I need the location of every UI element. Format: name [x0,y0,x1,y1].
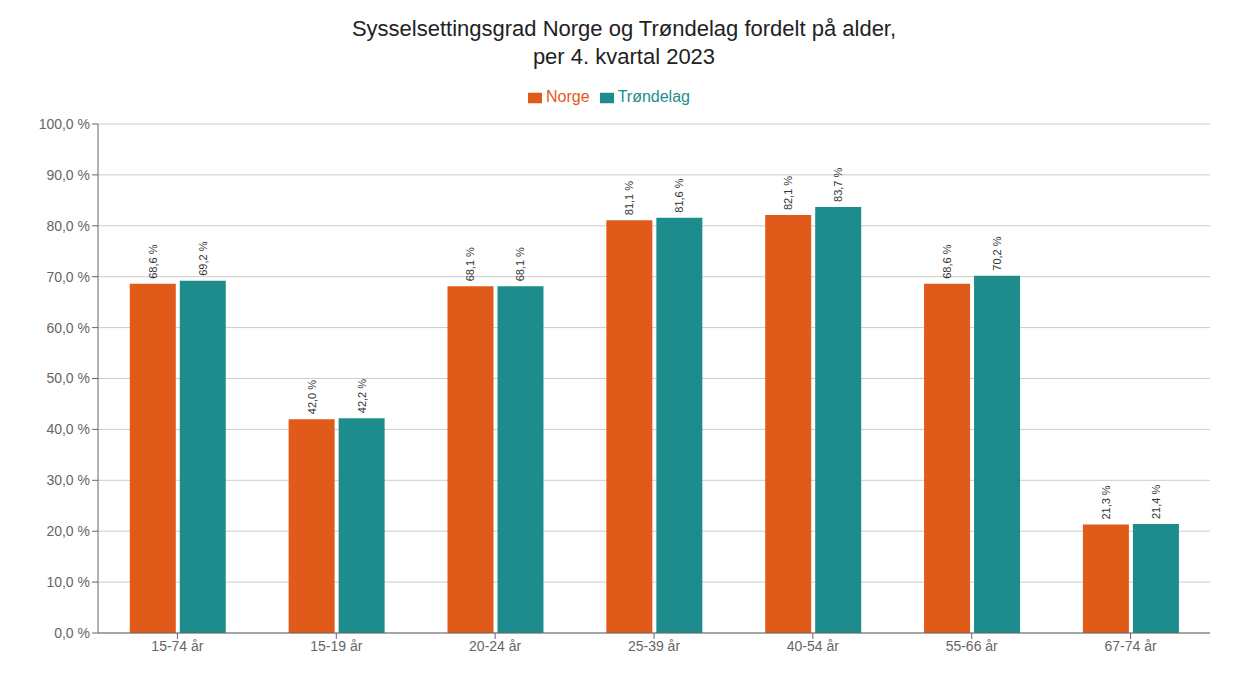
svg-text:20,0 %: 20,0 % [46,523,90,539]
svg-text:90,0 %: 90,0 % [46,167,90,183]
svg-text:68,6 %: 68,6 % [147,244,159,278]
svg-text:25-39 år: 25-39 år [628,638,680,654]
svg-text:67-74 år: 67-74 år [1104,638,1156,654]
html-text:Trøndelag: Trøndelag [617,88,690,105]
svg-text:60,0 %: 60,0 % [46,320,90,336]
svg-text:100,0 %: 100,0 % [39,116,90,132]
svg-text:68,1 %: 68,1 % [514,247,526,281]
html-text:per 4. kvartal 2023: per 4. kvartal 2023 [532,44,716,69]
svg-text:40,0 %: 40,0 % [46,421,90,437]
svg-text:83,7 %: 83,7 % [832,168,844,202]
svg-text:42,0 %: 42,0 % [306,380,318,414]
svg-text:42,2 %: 42,2 % [356,379,368,413]
svg-text:70,2 %: 70,2 % [991,236,1003,270]
svg-text:68,6 %: 68,6 % [941,244,953,278]
svg-text:70,0 %: 70,0 % [46,269,90,285]
svg-text:21,3 %: 21,3 % [1100,485,1112,519]
html-text:Norge: Norge [546,88,590,105]
svg-text:0,0 %: 0,0 % [54,625,90,641]
svg-text:55-66 år: 55-66 år [946,638,998,654]
svg-text:10,0 %: 10,0 % [46,574,90,590]
svg-text:15-74 år: 15-74 år [151,638,203,654]
svg-text:50,0 %: 50,0 % [46,370,90,386]
svg-text:40-54 år: 40-54 år [787,638,839,654]
svg-text:80,0 %: 80,0 % [46,218,90,234]
svg-text:81,1 %: 81,1 % [623,181,635,215]
svg-text:81,6 %: 81,6 % [673,178,685,212]
html-text:Sysselsettingsgrad Norge og Tr: Sysselsettingsgrad Norge og Trøndelag fo… [351,16,897,41]
svg-text:21,4 %: 21,4 % [1150,485,1162,519]
svg-text:82,1 %: 82,1 % [782,176,794,210]
svg-text:69,2 %: 69,2 % [197,241,209,275]
svg-text:30,0 %: 30,0 % [46,472,90,488]
svg-text:68,1 %: 68,1 % [464,247,476,281]
svg-text:15-19 år: 15-19 år [310,638,362,654]
svg-text:20-24 år: 20-24 år [469,638,521,654]
